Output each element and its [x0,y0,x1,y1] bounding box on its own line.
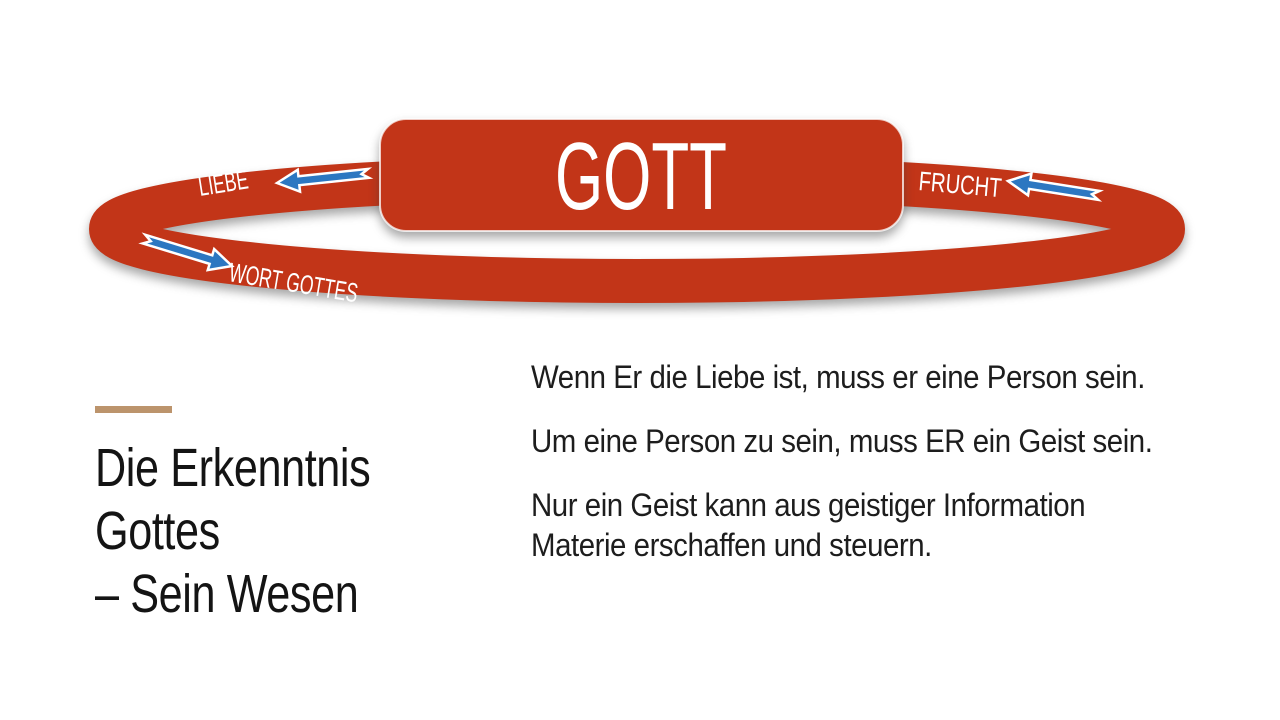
slide-title: Die Erkenntnis Gottes – Sein Wesen [95,437,371,626]
body-paragraph: Um eine Person zu sein, muss ER ein Geis… [531,421,1153,461]
body-paragraph: Wenn Er die Liebe ist, muss er eine Pers… [531,357,1152,397]
title-line: Gottes [95,501,220,561]
frucht-label: FRUCHT [917,166,1002,203]
gott-cycle-diagram: GOTT LIEBE FRUCHT WORT GOTTES [89,118,1185,303]
arrow-to-wort-gottes-icon [138,232,235,272]
title-line: Die Erkenntnis [95,438,371,498]
title-accent-bar [95,406,172,413]
body-line: Materie erschaffen und steuern. [531,527,932,563]
arrow-to-liebe-icon [274,167,374,194]
gott-box [379,118,904,232]
title-line: – Sein Wesen [95,564,359,624]
body-line: Wenn Er die Liebe ist, muss er eine Pers… [531,359,1145,395]
gott-label: GOTT [555,123,727,230]
body-paragraph: Nur ein Geist kann aus geistiger Informa… [531,485,1152,565]
body-line: Nur ein Geist kann aus geistiger Informa… [531,487,1086,523]
arrow-to-frucht-icon [1005,171,1104,202]
body-line: Um eine Person zu sein, muss ER ein Geis… [531,423,1153,459]
slide-body-text: Wenn Er die Liebe ist, muss er eine Pers… [531,357,1153,589]
